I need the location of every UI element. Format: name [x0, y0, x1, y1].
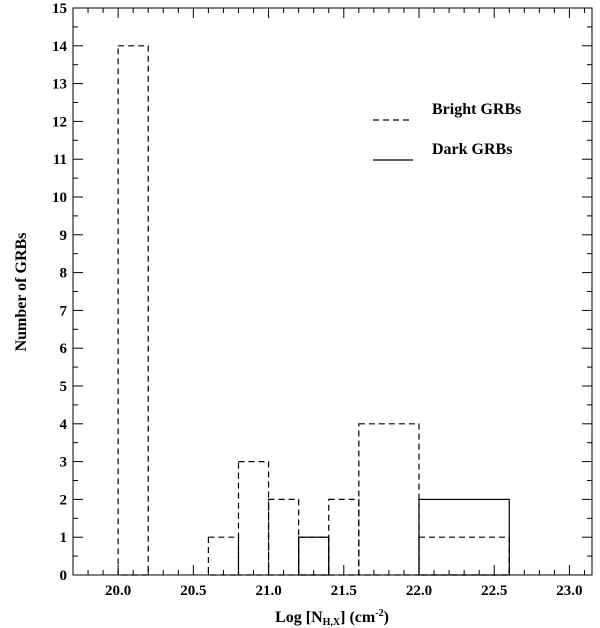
- y-tick-label: 11: [53, 152, 67, 168]
- x-axis-title-superscript: -2: [375, 608, 383, 619]
- histogram-bar-dark: [298, 536, 330, 576]
- x-tick-label: 22.5: [481, 583, 507, 599]
- y-tick-label: 7: [60, 303, 68, 319]
- histogram-bar-bright: [418, 536, 510, 576]
- y-tick-label: 10: [52, 190, 67, 206]
- histogram-bar-bright: [117, 45, 149, 576]
- legend: Bright GRBs Dark GRBs: [373, 101, 521, 161]
- x-tick-label: 22.0: [406, 583, 432, 599]
- x-tick-label: 20.5: [180, 583, 206, 599]
- x-tick-label: 23.0: [556, 583, 582, 599]
- x-axis-title: Log [NH,X] (cm-2): [275, 608, 389, 628]
- y-tick-label: 14: [52, 39, 68, 55]
- y-tick-label: 9: [60, 228, 68, 244]
- histogram-bar-bright: [237, 461, 270, 576]
- y-tick-label: 2: [60, 492, 68, 508]
- histogram-bar-dark: [418, 498, 510, 576]
- y-tick-label: 4: [60, 417, 68, 433]
- y-tick-label: 3: [60, 455, 68, 471]
- plot-frame: [72, 7, 593, 576]
- x-tick-label: 21.5: [331, 583, 357, 599]
- y-tick-label: 15: [52, 1, 67, 17]
- x-axis-title-subscript: H,X: [323, 617, 341, 628]
- y-tick-label: 1: [60, 530, 68, 546]
- histogram-bar-bright: [298, 536, 330, 576]
- histogram-bar-bright: [267, 498, 300, 576]
- x-tick-label: 21.0: [255, 583, 281, 599]
- y-tick-label: 5: [60, 379, 68, 395]
- y-tick-label: 0: [60, 568, 68, 584]
- legend-label-dark: Dark GRBs: [432, 141, 512, 158]
- x-tick-label: 20.0: [105, 583, 131, 599]
- y-tick-label: 12: [52, 114, 67, 130]
- y-tick-label: 13: [52, 77, 67, 93]
- legend-label-bright: Bright GRBs: [432, 101, 521, 118]
- y-axis-title: Number of GRBs: [13, 233, 30, 352]
- y-tick-label: 6: [60, 341, 68, 357]
- histogram-bar-bright: [328, 498, 360, 576]
- y-tick-label: 8: [60, 266, 68, 282]
- histogram-bars: [117, 45, 510, 576]
- histogram-bar-bright: [358, 423, 420, 576]
- histogram-bar-bright: [207, 536, 240, 576]
